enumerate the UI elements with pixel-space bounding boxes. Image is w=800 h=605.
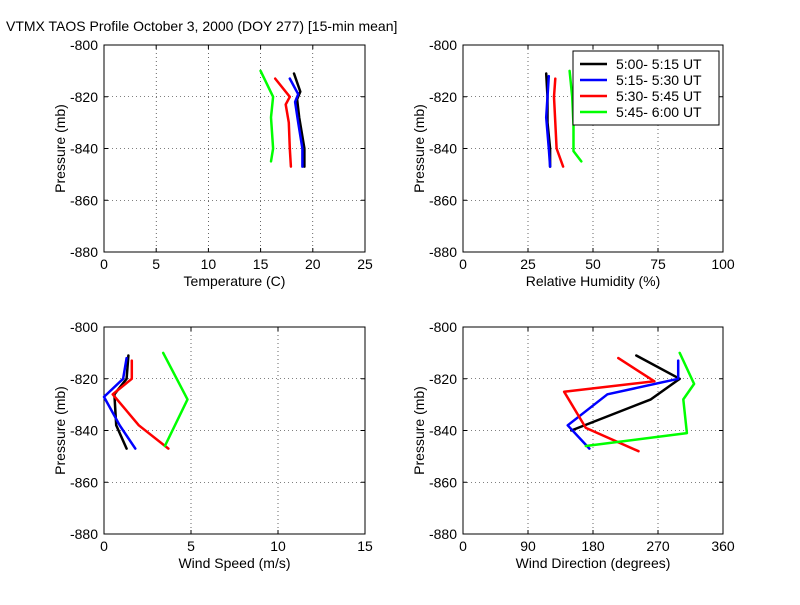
y-tick-label: -880 — [70, 526, 98, 542]
series-line-2 — [102, 356, 137, 450]
x-tick-label: 5 — [187, 538, 195, 554]
x-tick-label: 360 — [711, 538, 735, 554]
x-tick-label: 25 — [520, 256, 536, 272]
y-tick-label: -840 — [429, 141, 457, 157]
x-axis-label: Relative Humidity (%) — [526, 273, 661, 289]
series-line-4 — [584, 351, 696, 448]
x-tick-label: 15 — [253, 256, 269, 272]
y-tick-label: -860 — [429, 192, 457, 208]
plot-area — [104, 327, 365, 534]
y-tick-label: -820 — [70, 89, 98, 105]
x-axis-label: Temperature (C) — [184, 273, 286, 289]
y-tick-label: -860 — [70, 474, 98, 490]
x-tick-label: 0 — [100, 256, 108, 272]
x-tick-label: 100 — [711, 256, 735, 272]
x-tick-label: 10 — [270, 538, 286, 554]
y-tick-label: -800 — [429, 319, 457, 335]
x-tick-label: 0 — [100, 538, 108, 554]
legend-label-4: 5:45- 6:00 UT — [616, 104, 702, 120]
series-line-2 — [288, 77, 304, 168]
x-tick-label: 0 — [459, 256, 467, 272]
series-line-1 — [570, 354, 681, 432]
x-tick-label: 20 — [305, 256, 321, 272]
x-tick-label: 180 — [581, 538, 605, 554]
series-line-1 — [292, 72, 306, 168]
x-axis-label: Wind Speed (m/s) — [178, 555, 290, 571]
y-tick-label: -840 — [70, 423, 98, 439]
series-line-3 — [562, 356, 656, 453]
series-line-2 — [566, 359, 680, 450]
y-tick-label: -800 — [429, 37, 457, 53]
x-tick-label: 10 — [201, 256, 217, 272]
x-tick-label: 90 — [520, 538, 536, 554]
y-axis-label: Pressure (mb) — [411, 386, 427, 475]
legend-label-2: 5:15- 5:30 UT — [616, 72, 702, 88]
subplot-3: 0 5 10 15 -880 -860 -840 -820 -800 Wind Speed (m/… — [52, 319, 373, 571]
series-line-3 — [111, 359, 170, 450]
x-tick-label: 270 — [646, 538, 670, 554]
x-tick-label: 5 — [152, 256, 160, 272]
x-tick-label: 50 — [585, 256, 601, 272]
x-axis-label: Wind Direction (degrees) — [516, 555, 671, 571]
x-tick-label: 25 — [357, 256, 373, 272]
legend-label-1: 5:00- 5:15 UT — [616, 56, 702, 72]
series-line-3 — [552, 77, 565, 168]
y-tick-label: -820 — [429, 371, 457, 387]
legend: 5:00- 5:15 UT5:15- 5:30 UT5:30- 5:45 UT5… — [572, 50, 720, 126]
y-tick-label: -800 — [70, 37, 98, 53]
series-line-3 — [273, 77, 293, 168]
figure-title: VTMX TAOS Profile October 3, 2000 (DOY 2… — [6, 18, 397, 34]
y-tick-label: -840 — [429, 423, 457, 439]
y-tick-label: -880 — [70, 244, 98, 260]
y-tick-label: -840 — [70, 141, 98, 157]
y-axis-label: Pressure (mb) — [52, 104, 68, 193]
series-line-4 — [259, 69, 275, 163]
series-line-4 — [161, 351, 189, 448]
x-tick-label: 0 — [459, 538, 467, 554]
y-axis-label: Pressure (mb) — [411, 104, 427, 193]
x-tick-label: 75 — [650, 256, 666, 272]
y-tick-label: -860 — [429, 474, 457, 490]
x-tick-label: 15 — [357, 538, 373, 554]
y-tick-label: -880 — [429, 526, 457, 542]
series-line-2 — [544, 74, 552, 168]
y-tick-label: -880 — [429, 244, 457, 260]
y-tick-label: -860 — [70, 192, 98, 208]
y-axis-label: Pressure (mb) — [52, 386, 68, 475]
plot-area — [104, 45, 365, 252]
y-tick-label: -820 — [429, 89, 457, 105]
y-tick-label: -820 — [70, 371, 98, 387]
y-tick-label: -800 — [70, 319, 98, 335]
subplot-1: 0 5 10 15 20 25 -880 -860 -840 -820 -800 Temperatur… — [52, 37, 373, 289]
legend-label-3: 5:30- 5:45 UT — [616, 88, 702, 104]
subplot-4: 0 90 180 270 360 -880 -860 -840 -820 -800 Wind Dir… — [411, 319, 735, 571]
